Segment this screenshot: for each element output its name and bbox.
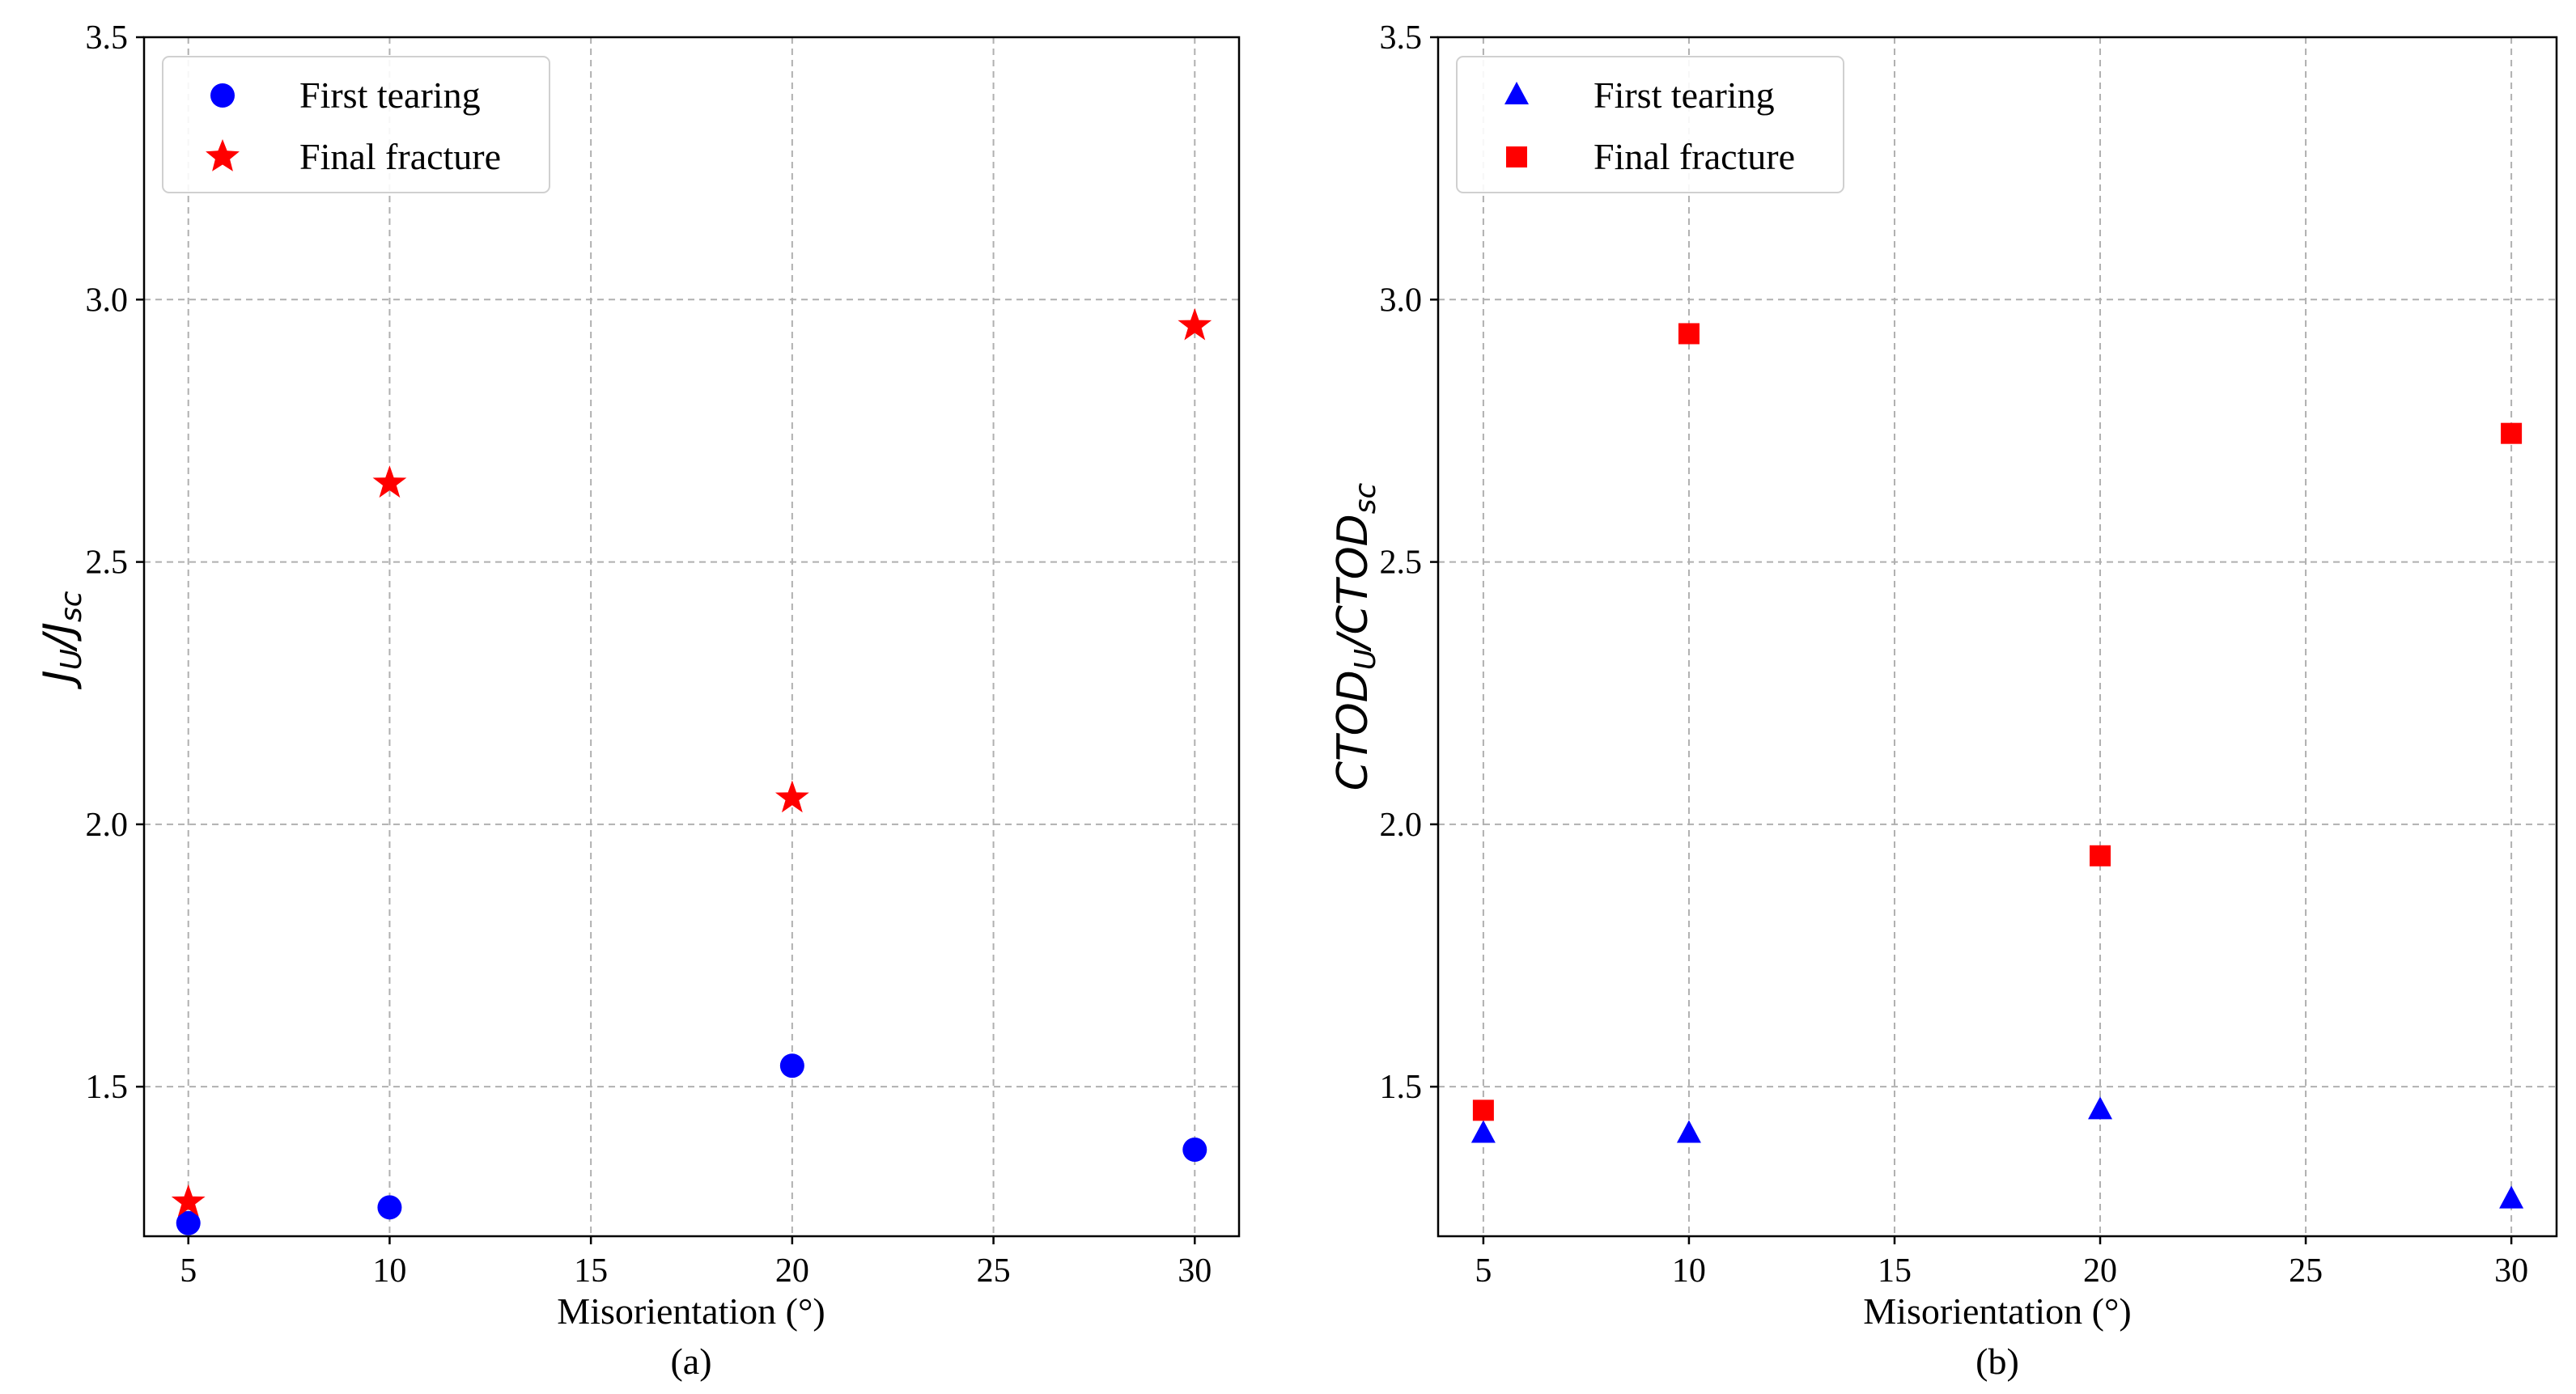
first-tearing-point [377,1195,402,1220]
data-points [171,307,1212,1235]
final-fracture-point [2090,845,2111,866]
first-tearing-point [1470,1120,1496,1143]
final-fracture-point [2501,422,2523,444]
x-tick-label: 20 [775,1252,809,1290]
panel-caption: (b) [1975,1341,2019,1382]
y-tick-label: 1.5 [86,1069,129,1106]
plot-frame [142,36,1241,1238]
x-tick-label: 10 [372,1252,406,1290]
tick-marks [136,36,1196,1244]
y-tick-labels: 1.5 2.0 2.5 3.0 3.5 [1380,19,1423,1106]
legend-marker-first-tearing [1504,82,1529,104]
final-fracture-point [1178,307,1212,341]
y-tick-label: 2.0 [1380,807,1423,844]
y-tick-label: 3.0 [86,282,129,319]
x-tick-label: 15 [574,1252,608,1290]
x-tick-label: 20 [2083,1252,2117,1290]
legend-marker-final-fracture [206,139,240,172]
gridlines [144,36,1239,1236]
y-tick-label: 2.5 [1380,544,1423,582]
y-tick-label: 3.5 [1380,19,1423,57]
y-axis-label: JU/Jsc [35,591,88,689]
legend-box [1456,56,1844,193]
x-tick-labels: 5 10 15 20 25 30 [1475,1252,2528,1290]
y-tick-label: 3.0 [1380,282,1423,319]
panel-a: 5 10 15 20 25 30 1.5 2.0 2.5 3.0 3.5 Misorientati… [35,19,1241,1382]
y-tick-label: 1.5 [1380,1069,1423,1106]
y-tick-label: 2.0 [86,807,129,844]
panel-caption: (a) [670,1341,711,1382]
y-axis-label-sub-sc: sc [55,591,88,622]
legend-marker-final-fracture [1506,146,1527,167]
tick-marks [1430,36,2513,1244]
x-tick-label: 10 [1672,1252,1706,1290]
x-tick-label: 30 [2494,1252,2528,1290]
y-axis-label-sub-u: U [55,649,88,670]
y-axis-label-sub-u: U [1349,649,1382,670]
legend-star-marker [206,139,240,172]
y-axis-label-mid: /CTOD [1329,514,1377,652]
final-fracture-point [1678,323,1700,345]
y-tick-labels: 1.5 2.0 2.5 3.0 3.5 [86,19,129,1106]
legend: First tearing Final fracture [162,56,550,193]
first-tearing-point [1182,1137,1207,1162]
x-tick-label: 15 [1878,1252,1912,1290]
legend: First tearing Final fracture [1456,56,1844,193]
y-axis-label-base: CTOD [1329,670,1377,790]
legend-label-first-tearing: First tearing [299,74,481,116]
data-points [1470,323,2524,1209]
legend-triangle-marker [1504,82,1529,104]
first-tearing-point [2088,1096,2113,1120]
legend-square-marker [1506,146,1527,167]
x-axis-label: Misorientation (°) [557,1290,825,1332]
legend-circle-marker [210,83,235,108]
x-tick-labels: 5 10 15 20 25 30 [180,1252,1212,1290]
final-fracture-point [171,1184,206,1217]
gridlines [1438,36,2557,1236]
y-axis-label-sub-sc: sc [1349,483,1382,515]
y-axis-label: CTODU/CTODsc [1329,483,1382,791]
final-fracture-point [774,780,809,813]
legend-label-final-fracture: Final fracture [1594,136,1795,177]
x-tick-label: 25 [2289,1252,2323,1290]
plot-frame [1437,36,2558,1238]
first-tearing-point [1676,1120,1701,1143]
x-tick-label: 30 [1178,1252,1212,1290]
first-tearing-point [2499,1185,2524,1209]
x-tick-label: 5 [1475,1252,1492,1290]
y-tick-label: 3.5 [86,19,129,57]
y-tick-label: 2.5 [86,544,129,582]
legend-label-first-tearing: First tearing [1594,74,1775,116]
first-tearing-point [176,1210,201,1235]
legend-marker-first-tearing [210,83,235,108]
first-tearing-point [779,1053,804,1078]
legend-box [162,56,550,193]
y-axis-label-mid: /J [35,622,83,652]
final-fracture-point [1472,1100,1494,1121]
x-tick-label: 5 [180,1252,197,1290]
x-axis-label: Misorientation (°) [1863,1290,2131,1332]
legend-label-final-fracture: Final fracture [299,136,501,177]
final-fracture-point [372,465,407,498]
y-axis-label-base: J [35,670,83,689]
x-tick-label: 25 [977,1252,1011,1290]
panel-b: 5 10 15 20 25 30 1.5 2.0 2.5 3.0 3.5 Misorientati… [1329,19,2558,1382]
